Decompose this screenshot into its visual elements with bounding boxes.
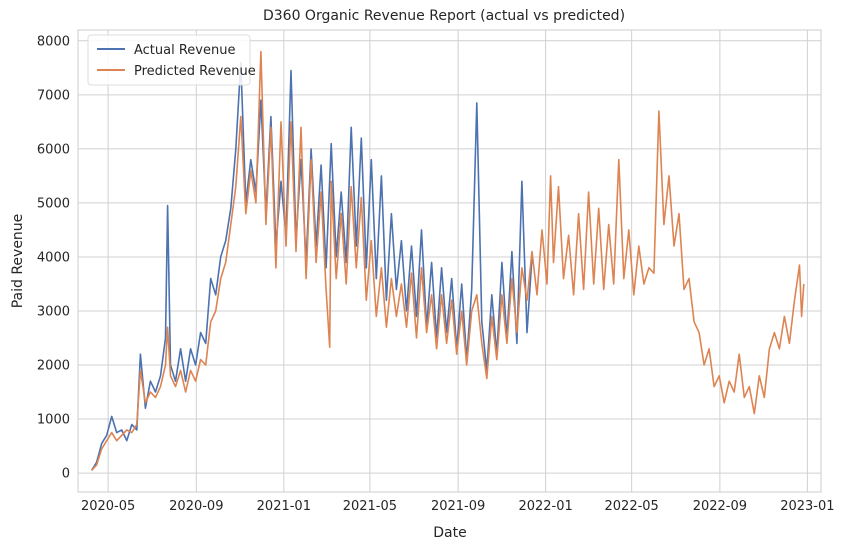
- grid-lines: [78, 30, 821, 492]
- legend: Actual Revenue Predicted Revenue: [87, 34, 256, 86]
- y-tick-label: 0: [62, 467, 70, 482]
- legend-label-actual: Actual Revenue: [134, 43, 235, 58]
- x-tick-label: 2021-01: [257, 499, 311, 514]
- x-tick-label: 2022-05: [605, 499, 659, 514]
- y-tick-label: 1000: [37, 413, 70, 428]
- series-layer: [90, 50, 805, 471]
- y-tick-label: 8000: [37, 34, 70, 49]
- plot-area: [77, 29, 822, 493]
- x-tick-label: 2021-05: [343, 499, 397, 514]
- y-tick-label: 2000: [37, 359, 70, 374]
- y-tick-label: 5000: [37, 196, 70, 211]
- y-tick-label: 6000: [37, 142, 70, 157]
- x-tick-label: 2022-01: [518, 499, 572, 514]
- tick-labels: 2020-05 2020-09 2021-01 2021-05 2021-09 2022-…: [37, 34, 835, 514]
- x-tick-label: 2023-01: [780, 499, 834, 514]
- x-tick-label: 2022-09: [693, 499, 747, 514]
- y-tick-label: 3000: [37, 304, 70, 319]
- series-line-predicted: [91, 50, 805, 471]
- y-tick-label: 4000: [37, 250, 70, 265]
- chart-title: D360 Organic Revenue Report (actual vs p…: [263, 8, 625, 24]
- x-tick-label: 2020-05: [81, 499, 135, 514]
- y-tick-label: 7000: [37, 88, 70, 103]
- y-axis-label: Paid Revenue: [10, 214, 26, 309]
- x-axis-label: Date: [433, 525, 466, 541]
- legend-label-predicted: Predicted Revenue: [134, 64, 256, 79]
- legend-box: [87, 34, 251, 86]
- x-tick-label: 2021-09: [431, 499, 485, 514]
- x-tick-label: 2020-09: [169, 499, 223, 514]
